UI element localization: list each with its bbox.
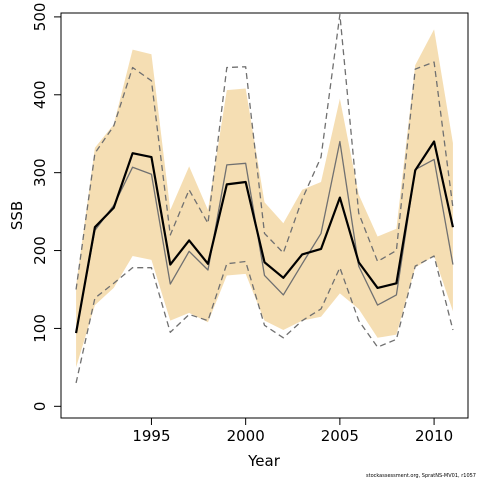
footer-credit: stockassessment.org, SpratNS-MV01, r1057 xyxy=(366,473,476,479)
x-axis-title: Year xyxy=(247,452,281,470)
series-layer xyxy=(74,13,455,384)
y-tick-label: 500 xyxy=(31,3,49,32)
x-tick-label: 1995 xyxy=(132,427,170,445)
confidence-band-layer xyxy=(76,29,453,368)
y-axis: 0 100 200 300 400 500 xyxy=(31,3,62,412)
y-tick-label: 0 xyxy=(31,402,49,412)
y-tick-label: 400 xyxy=(31,80,49,109)
y-tick-label: 300 xyxy=(31,158,49,187)
x-tick-label: 2010 xyxy=(415,427,453,445)
confidence-band xyxy=(76,29,453,368)
series-line-alternate xyxy=(75,140,454,333)
x-axis: 1995 2000 2005 2010 xyxy=(132,417,453,445)
y-axis-title: SSB xyxy=(8,201,26,230)
x-tick-label: 2000 xyxy=(227,427,265,445)
series-line-bound-2 xyxy=(75,13,454,290)
series-line-bound-3 xyxy=(75,255,454,384)
series-line-estimate xyxy=(74,140,455,334)
x-tick-label: 2005 xyxy=(321,427,359,445)
y-tick-label: 100 xyxy=(31,314,49,343)
y-tick-label: 200 xyxy=(31,236,49,265)
